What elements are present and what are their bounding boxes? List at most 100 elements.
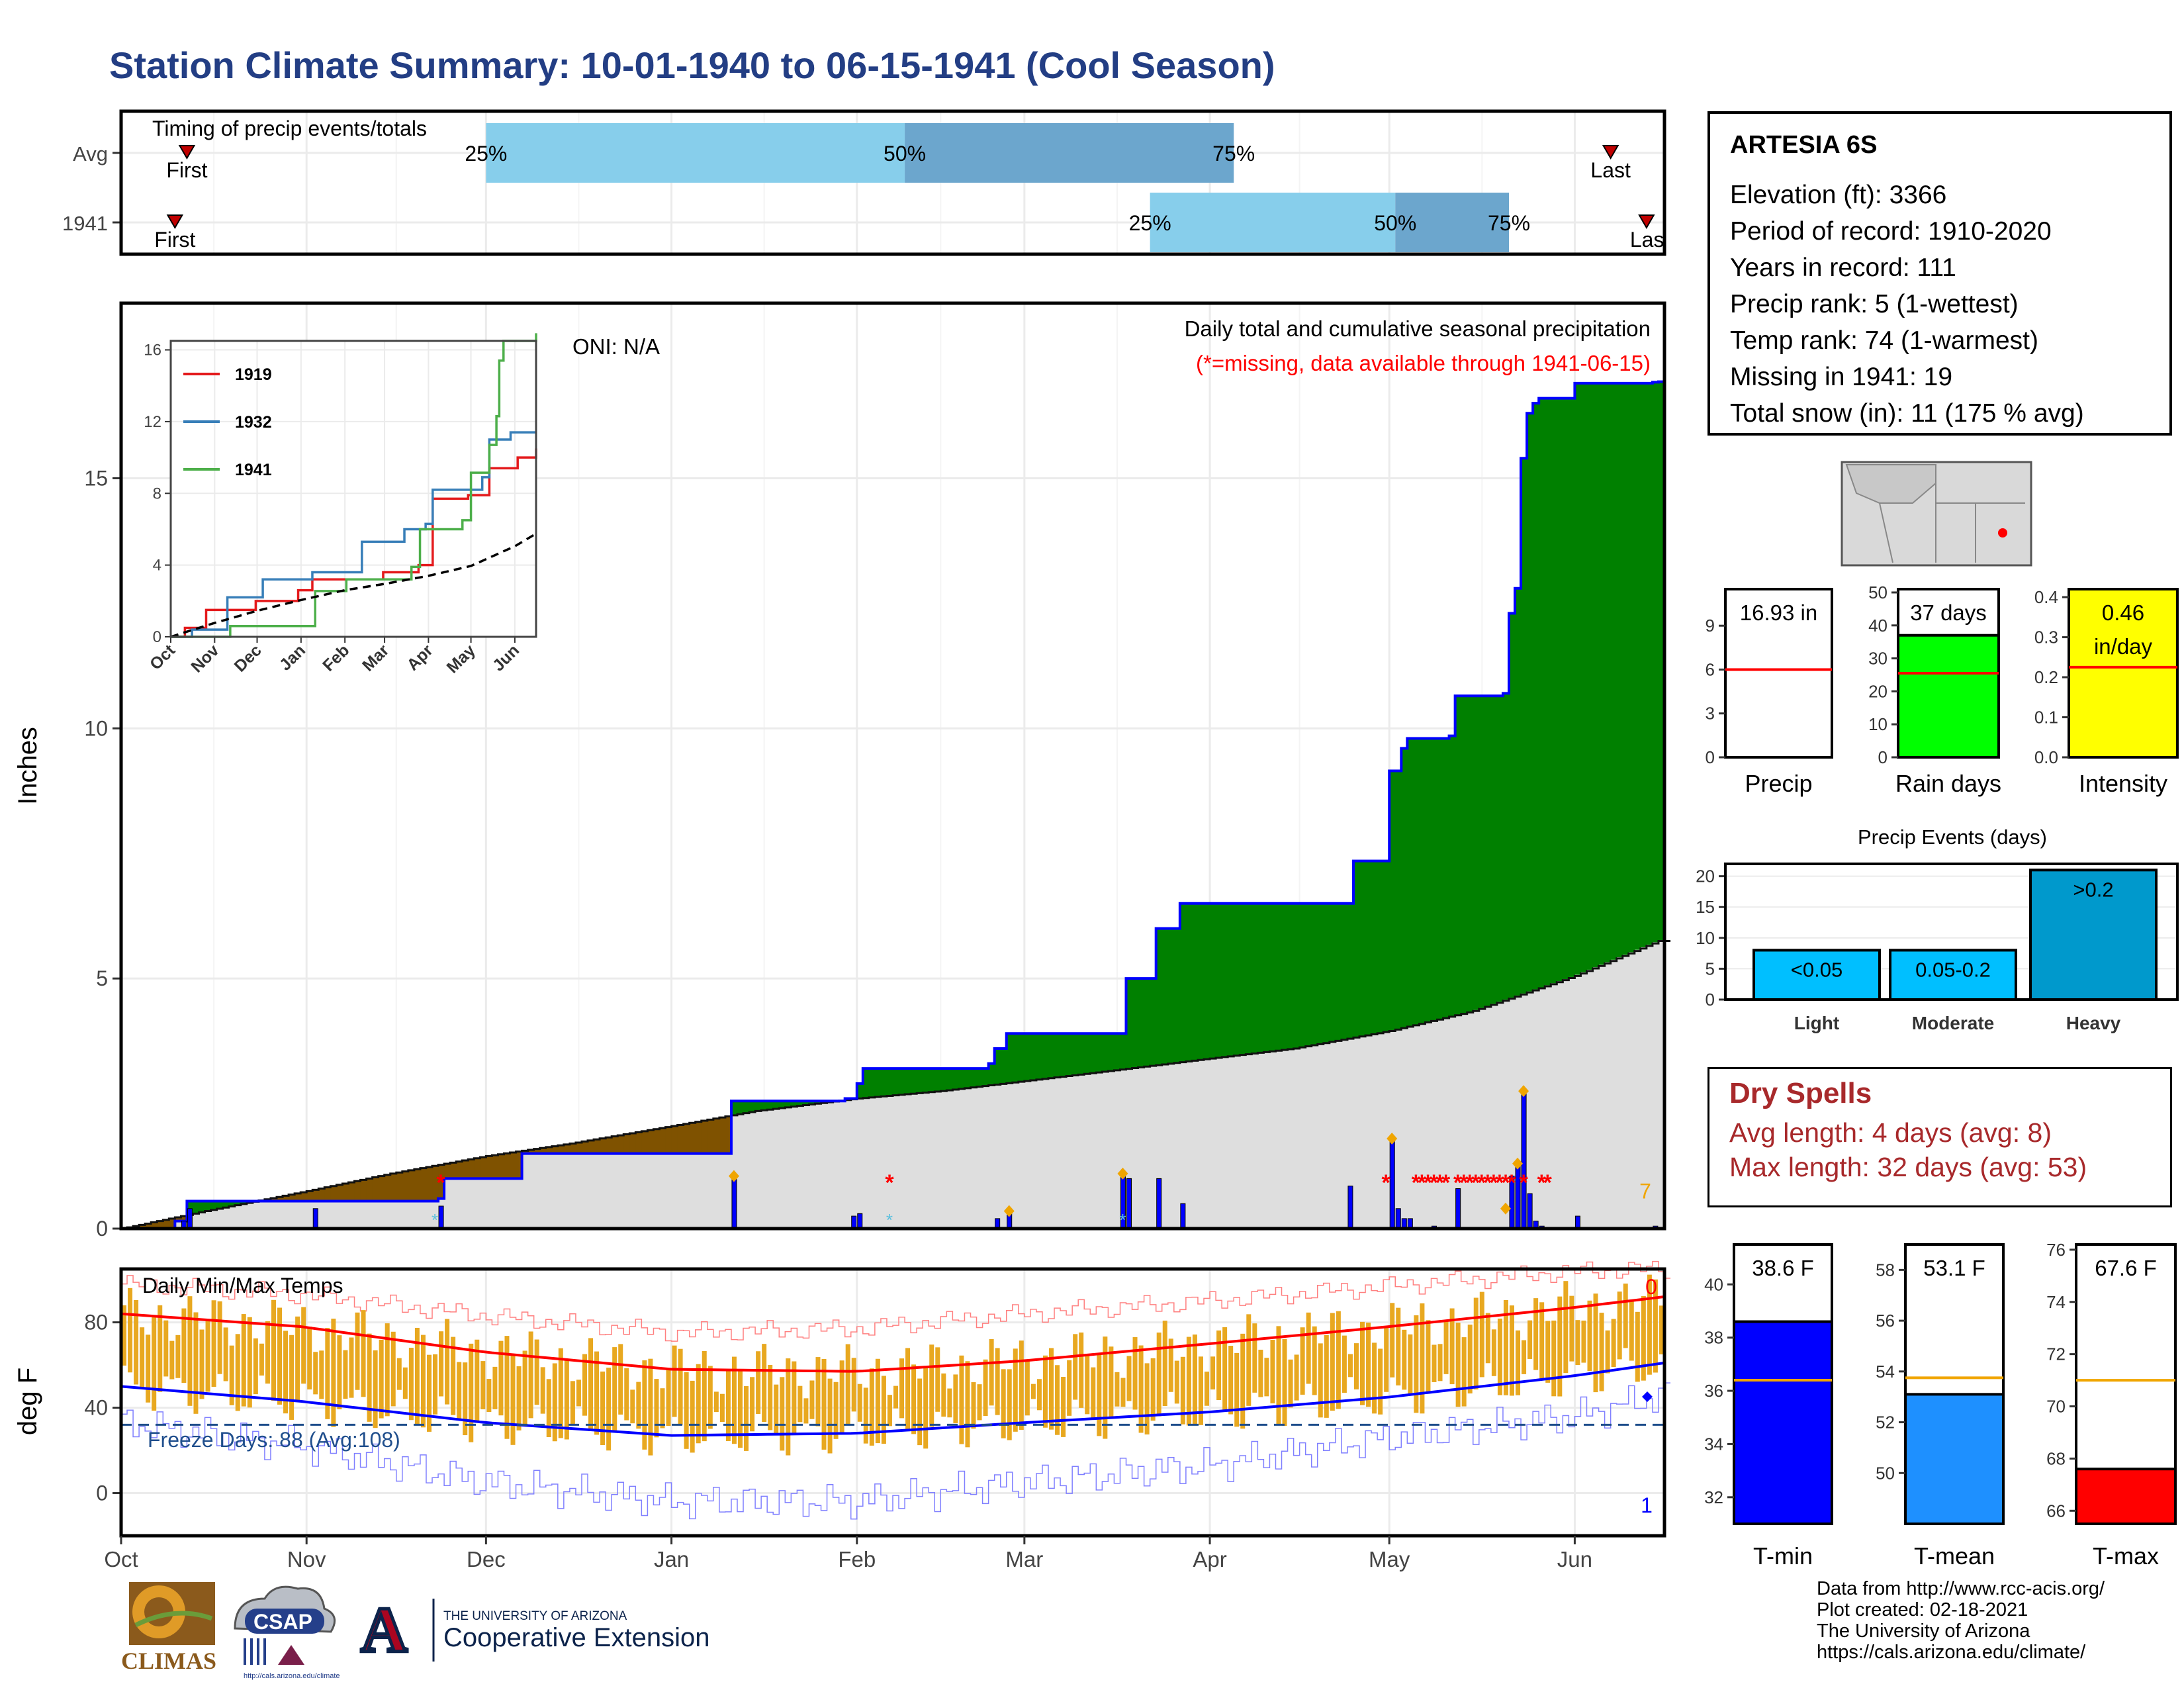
tmax-y-tick-label: 68 [2046, 1448, 2066, 1468]
daily-temp-bar [175, 1335, 181, 1378]
daily-temp-bar [1545, 1321, 1551, 1383]
station-info-panel: ARTESIA 6S Elevation (ft): 3366 Period o… [1707, 111, 2172, 436]
daily-temp-bar [1330, 1313, 1335, 1411]
event-bar-label: 0.05-0.2 [1915, 958, 1991, 981]
timing-bar-q2 [905, 123, 1234, 183]
surplus-band [1539, 398, 1545, 988]
deficit-band [474, 1157, 480, 1179]
event-bar-moderate [1889, 949, 2017, 1002]
daily-temp-bar [1222, 1327, 1228, 1412]
daily-temp-bar [648, 1358, 653, 1456]
deficit-band [689, 1122, 696, 1154]
normal-min-line [120, 1361, 1665, 1437]
event-marker-icon [1518, 1085, 1529, 1098]
daily-temp-bar [169, 1340, 175, 1380]
deficit-band [145, 1223, 152, 1229]
surplus-band [1604, 383, 1612, 962]
daily-precip-bar [1527, 1193, 1533, 1229]
intensity-x-label: Intensity [2079, 770, 2167, 797]
daily-temp-bar [1563, 1281, 1569, 1374]
daily-temp-bar [1372, 1342, 1377, 1414]
page-title: Station Climate Summary: 10-01-1940 to 0… [109, 44, 1275, 86]
event-bar-label: >0.2 [2073, 878, 2113, 901]
surplus-band [1437, 738, 1444, 1019]
deficit-band [270, 1197, 277, 1201]
inset-y-tick-label: 4 [153, 557, 161, 575]
surplus-band [1185, 903, 1193, 1061]
station-temp-rank: Temp rank: 74 (1-warmest) [1730, 326, 2038, 355]
surplus-band [940, 1068, 947, 1091]
surplus-band [1515, 588, 1522, 996]
daily-temp-bar [839, 1360, 844, 1434]
events-y-tick-label: 20 [1696, 867, 1715, 886]
ua-big-text: Cooperative Extension [443, 1623, 709, 1652]
surplus-band [1557, 398, 1563, 982]
deficit-band [432, 1165, 439, 1201]
surplus-band [1484, 696, 1492, 1006]
surplus-band [1317, 903, 1324, 1044]
csap-mountain-icon [278, 1645, 304, 1665]
daily-precip-bar [1389, 1138, 1395, 1229]
surplus-band [952, 1068, 960, 1090]
daily-precip-bar [187, 1208, 193, 1229]
logo-strip: CLIMAS CSAP http://cals.arizona.edu/clim… [121, 1582, 710, 1680]
precip_total-y-tick-label: 3 [1706, 704, 1715, 724]
deficit-band [277, 1196, 283, 1201]
tmax-value-label: 67.6 F [2095, 1256, 2157, 1280]
daily-temp-bar [756, 1351, 761, 1414]
daily-temp-bar [660, 1388, 665, 1429]
event-marker-icon [1117, 1167, 1128, 1180]
rain_days-y-tick-label: 30 [1868, 649, 1888, 669]
surplus-band [803, 1101, 810, 1105]
daily-temp-bar [379, 1339, 384, 1419]
daily-temp-bar [1516, 1330, 1521, 1395]
surplus-band [868, 1068, 876, 1098]
deficit-band [181, 1215, 188, 1221]
daily-temp-bar [1288, 1359, 1293, 1408]
surplus-band [1640, 383, 1647, 947]
ua-logo: A THE UNIVERSITY OF ARIZONA Cooperative … [359, 1593, 710, 1668]
surplus-band [737, 1101, 744, 1114]
deficit-band [563, 1144, 570, 1154]
deficit-band [629, 1133, 636, 1154]
daily-temp-bar [1198, 1356, 1203, 1425]
deficit-band [647, 1129, 655, 1154]
daily-temp-bar [1617, 1291, 1622, 1360]
daily-temp-bar [385, 1323, 390, 1417]
daily-temp-bar [642, 1360, 647, 1450]
daily-temp-bar [1055, 1365, 1060, 1435]
daily-temp-bar [863, 1387, 868, 1444]
surplus-band [1377, 861, 1384, 1033]
rain_days-y-tick-label: 20 [1868, 681, 1888, 701]
surplus-band [1646, 383, 1653, 945]
deficit-band [665, 1126, 672, 1154]
deficit-band [575, 1142, 582, 1154]
daily-temp-bar [1264, 1358, 1269, 1397]
timing-pct-label: 50% [884, 142, 926, 165]
intensity-y-tick-label: 0.2 [2034, 667, 2058, 687]
daily-temp-bar [977, 1384, 982, 1421]
map-borders [1879, 465, 2025, 563]
surplus-band [767, 1101, 774, 1109]
surplus-band [1048, 1033, 1055, 1078]
temps-x-tick-label: Mar [1005, 1547, 1043, 1571]
missing-day-asterisk: * [1495, 1170, 1504, 1196]
surplus-band [1383, 861, 1390, 1032]
daily-temp-bar [923, 1366, 929, 1449]
daily-temp-bar [390, 1331, 396, 1407]
daily-temp-bar [1557, 1296, 1563, 1397]
deficit-band [725, 1115, 732, 1154]
surplus-band [1431, 738, 1438, 1021]
daily-temp-bar [1042, 1355, 1048, 1428]
daily-temp-bar [570, 1381, 575, 1425]
surplus-band [917, 1068, 923, 1094]
missing-day-asterisk: * [1465, 1170, 1475, 1196]
daily-temp-bar [1384, 1326, 1389, 1392]
surplus-band [228, 1201, 236, 1206]
daily-temp-bar [1551, 1320, 1557, 1397]
credit-university: The University of Arizona [1817, 1620, 2030, 1642]
daily-temp-bar [540, 1367, 545, 1414]
timing-pct-label: 75% [1488, 211, 1530, 235]
surplus-band [886, 1068, 893, 1096]
daily-temp-bar [935, 1347, 940, 1412]
